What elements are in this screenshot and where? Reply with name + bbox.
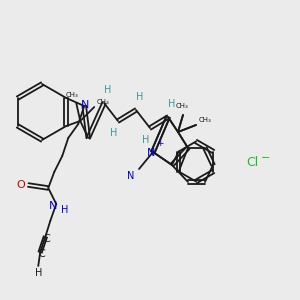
Text: H: H [168, 99, 176, 109]
Text: N: N [81, 100, 89, 110]
Text: H: H [61, 205, 68, 215]
Text: CH₃: CH₃ [176, 103, 188, 109]
Text: H: H [136, 92, 144, 102]
Text: CH₃: CH₃ [66, 92, 79, 98]
Text: CH₃: CH₃ [199, 117, 212, 123]
Text: N: N [127, 171, 135, 181]
Text: C: C [39, 249, 46, 259]
Text: N: N [49, 201, 57, 211]
Text: −: − [261, 153, 271, 163]
Text: O: O [17, 180, 26, 190]
Text: N: N [147, 148, 155, 158]
Text: CH₃: CH₃ [97, 99, 110, 105]
Text: H: H [142, 135, 150, 145]
Text: H: H [34, 268, 42, 278]
Text: H: H [104, 85, 112, 95]
Text: H: H [110, 128, 118, 138]
Text: C: C [44, 234, 51, 244]
Text: Cl: Cl [246, 157, 258, 169]
Text: +: + [156, 140, 164, 148]
